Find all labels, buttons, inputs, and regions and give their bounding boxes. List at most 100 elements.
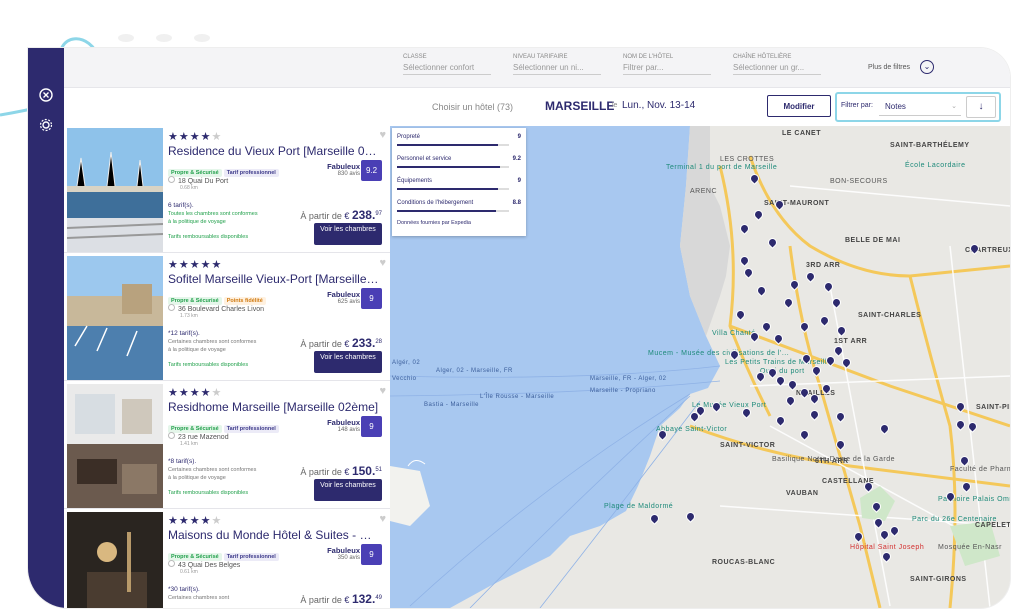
filter-niveau-tarifaire[interactable]: NIVEAU TARIFAIRE Sélectionner un ni... [513,54,601,75]
hotel-map-marker[interactable] [712,402,719,411]
price-from: À partir de € 150.51 [300,464,382,478]
hotel-name[interactable]: Maisons du Monde Hôtel & Suites - Marsei… [168,528,380,542]
hotel-map-marker[interactable] [762,322,769,331]
badge: Propre & Sécurisé [168,169,222,177]
hotel-map-marker[interactable] [810,410,817,419]
hotel-map-marker[interactable] [962,482,969,491]
map-label: LES CROTTES [720,156,775,163]
hotel-photo[interactable] [67,128,163,252]
hotel-map-marker[interactable] [800,322,807,331]
hotel-name[interactable]: Residence du Vieux Port [Marseille 02ème… [168,144,380,158]
hotel-map-marker[interactable] [837,326,844,335]
hotel-map-marker[interactable] [956,402,963,411]
hotel-map-marker[interactable] [768,238,775,247]
hotel-map-marker[interactable] [826,356,833,365]
hotel-map-marker[interactable] [820,316,827,325]
hotel-map-marker[interactable] [802,354,809,363]
hotel-map-marker[interactable] [750,332,757,341]
hotel-map-marker[interactable] [774,334,781,343]
filter-chaine-hoteliere[interactable]: CHAÎNE HÔTELIÈRE Sélectionner un gr... [733,54,821,75]
hotel-map-marker[interactable] [882,552,889,561]
heart-icon[interactable]: ♥ [379,385,386,397]
hotel-map-marker[interactable] [768,368,775,377]
hotel-map-marker[interactable] [970,244,977,253]
heart-icon[interactable]: ♥ [379,257,386,269]
hotel-map-marker[interactable] [776,416,783,425]
hotel-map-marker[interactable] [750,174,757,183]
hotel-map-marker[interactable] [890,526,897,535]
chevron-down-icon[interactable]: ⌄ [920,60,934,74]
hotel-map-marker[interactable] [756,372,763,381]
rating-text: Fabuleux [327,546,360,555]
gear-icon[interactable] [37,118,55,136]
hotel-map-marker[interactable] [736,310,743,319]
hotel-map-marker[interactable] [730,350,737,359]
hotel-map-marker[interactable] [784,298,791,307]
hotel-map-marker[interactable] [690,412,697,421]
hotel-map-marker[interactable] [757,286,764,295]
hotel-photo[interactable] [67,384,163,508]
hotel-map-marker[interactable] [744,268,751,277]
hotel-map-marker[interactable] [864,482,871,491]
hotel-map-marker[interactable] [790,280,797,289]
hotel-map-marker[interactable] [822,384,829,393]
hotel-map-marker[interactable] [800,388,807,397]
view-rooms-button[interactable]: Voir les chambres [314,351,382,373]
hotel-map-marker[interactable] [800,430,807,439]
score-label: Propreté [397,134,421,140]
hotel-map-marker[interactable] [880,530,887,539]
hotel-map-marker[interactable] [956,420,963,429]
hotel-map-marker[interactable] [776,376,783,385]
hotel-map-marker[interactable] [788,380,795,389]
hotel-map-marker[interactable] [872,502,879,511]
hotel-map-marker[interactable] [754,210,761,219]
hotel-map-marker[interactable] [946,492,953,501]
hotel-info: ★★★★★ ♥ Residence du Vieux Port [Marseil… [168,129,386,245]
hotel-map-marker[interactable] [842,358,849,367]
hotel-map-marker[interactable] [686,512,693,521]
hotel-map-marker[interactable] [786,396,793,405]
modify-button[interactable]: Modifier [767,95,831,117]
hotel-map-marker[interactable] [650,514,657,523]
filter-nom-hotel[interactable]: NOM DE L'HÔTEL Filtrer par... [623,54,711,75]
hotel-map-marker[interactable] [812,366,819,375]
hotel-photo[interactable] [67,256,163,380]
hotel-map-marker[interactable] [836,440,843,449]
hotel-map-marker[interactable] [742,408,749,417]
hotel-card[interactable]: ★★★★★ ♥ Residence du Vieux Port [Marseil… [64,126,390,253]
tarif-count: 6 tarif(s). [168,202,194,209]
heart-icon[interactable]: ♥ [379,129,386,141]
sidebar [28,48,64,608]
close-icon[interactable] [37,88,55,106]
hotel-map-marker[interactable] [874,518,881,527]
more-filters-link[interactable]: Plus de filtres [867,64,910,71]
hotel-card[interactable]: ★★★★★ ♥ Sofitel Marseille Vieux-Port [Ma… [64,254,390,381]
hotel-map-marker[interactable] [806,272,813,281]
filter-classe[interactable]: CLASSE Sélectionner confort [403,54,491,75]
hotel-card[interactable]: ★★★★★ ♥ Maisons du Monde Hôtel & Suites … [64,510,390,608]
hotel-map-marker[interactable] [832,298,839,307]
hotel-name[interactable]: Sofitel Marseille Vieux-Port [Marseille … [168,272,380,286]
hotel-card[interactable]: ★★★★★ ♥ Residhome Marseille [Marseille 0… [64,382,390,509]
hotel-map-marker[interactable] [836,412,843,421]
hotel-name[interactable]: Residhome Marseille [Marseille 02ème] [168,400,379,414]
hotel-map-marker[interactable] [810,394,817,403]
hotel-map-marker[interactable] [775,200,782,209]
hotel-map-marker[interactable] [658,430,665,439]
view-rooms-button[interactable]: Voir les chambres [314,223,382,245]
map[interactable]: Propreté 9 Personnel et service 9.2 Équi… [390,126,1010,608]
view-rooms-button[interactable]: Voir les chambres [314,479,382,501]
hotel-map-marker[interactable] [880,424,887,433]
sort-direction-button[interactable]: ↓ [966,96,996,118]
rating-score: 9 [361,416,382,437]
hotel-map-marker[interactable] [834,346,841,355]
hotel-map-marker[interactable] [968,422,975,431]
hotel-map-marker[interactable] [740,256,747,265]
hotel-map-marker[interactable] [854,532,861,541]
hotel-map-marker[interactable] [824,282,831,291]
heart-icon[interactable]: ♥ [379,513,386,525]
hotel-map-marker[interactable] [740,224,747,233]
hotel-photo[interactable] [67,512,163,608]
hotel-map-marker[interactable] [960,456,967,465]
sort-select[interactable]: Notes ⌄ [879,98,961,116]
